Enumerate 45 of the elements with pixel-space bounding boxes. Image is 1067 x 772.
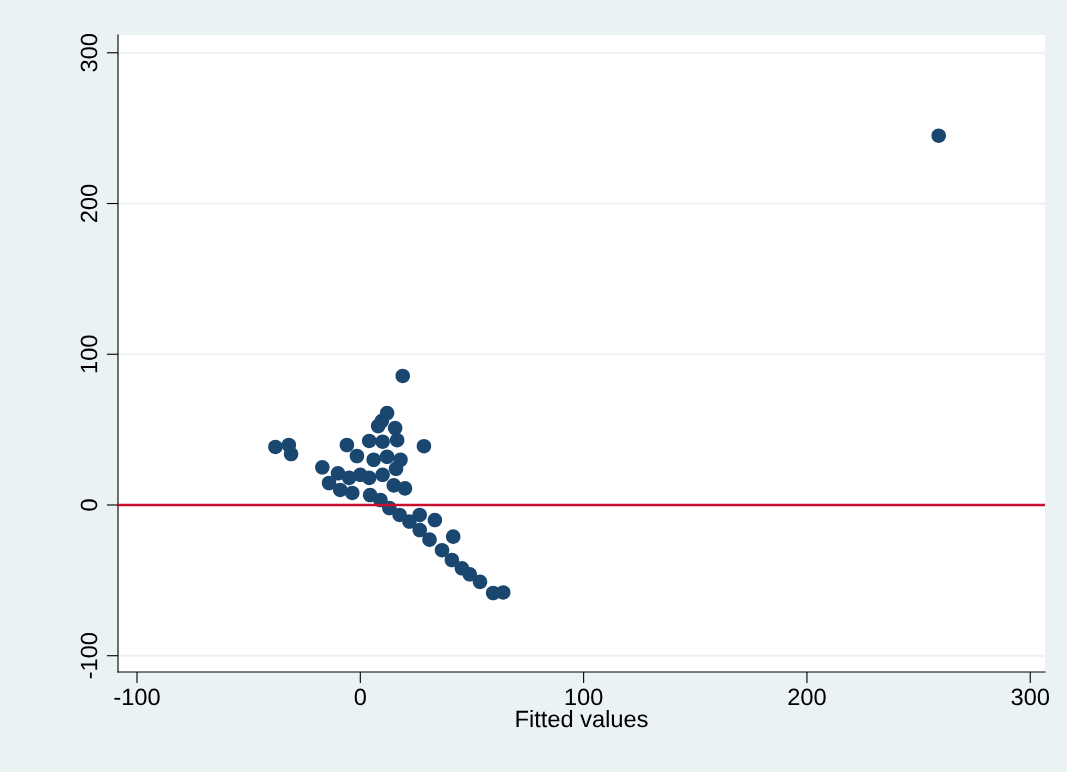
point [344, 485, 360, 501]
point [362, 487, 378, 503]
x-tick-label: 100 [565, 688, 603, 706]
x-tick-label: -100 [114, 688, 160, 706]
point [375, 434, 390, 449]
point [393, 452, 408, 468]
point [375, 467, 390, 483]
point [395, 368, 411, 384]
point [366, 452, 381, 468]
point [445, 529, 461, 544]
point [389, 432, 405, 448]
point [387, 420, 403, 436]
point [321, 475, 337, 491]
point [330, 466, 346, 481]
point [361, 433, 377, 449]
point [434, 542, 450, 558]
point [283, 446, 299, 462]
point [422, 532, 437, 547]
point [412, 507, 427, 523]
point [412, 522, 427, 538]
point [379, 449, 395, 465]
y-tick-label: 200 [80, 184, 98, 223]
point [416, 438, 432, 454]
y-tick-label: 0 [80, 499, 98, 511]
point [392, 507, 407, 523]
point [341, 470, 357, 486]
y-tick-label: 100 [80, 335, 98, 373]
point [349, 448, 365, 464]
point [454, 561, 470, 576]
point [268, 439, 283, 455]
point [472, 574, 488, 590]
point [485, 585, 501, 601]
x-axis-title: Fitted values [516, 709, 648, 728]
point [370, 418, 386, 434]
x-tick-label: 0 [354, 688, 366, 706]
point [427, 512, 443, 528]
y-tick-label: 300 [80, 34, 98, 72]
point [332, 482, 348, 498]
point [444, 552, 460, 568]
x-tick-label: 200 [788, 688, 826, 706]
point [386, 478, 402, 493]
point [339, 437, 355, 453]
x-tick-label: 300 [1011, 688, 1050, 706]
point [931, 128, 946, 143]
point [315, 460, 330, 475]
